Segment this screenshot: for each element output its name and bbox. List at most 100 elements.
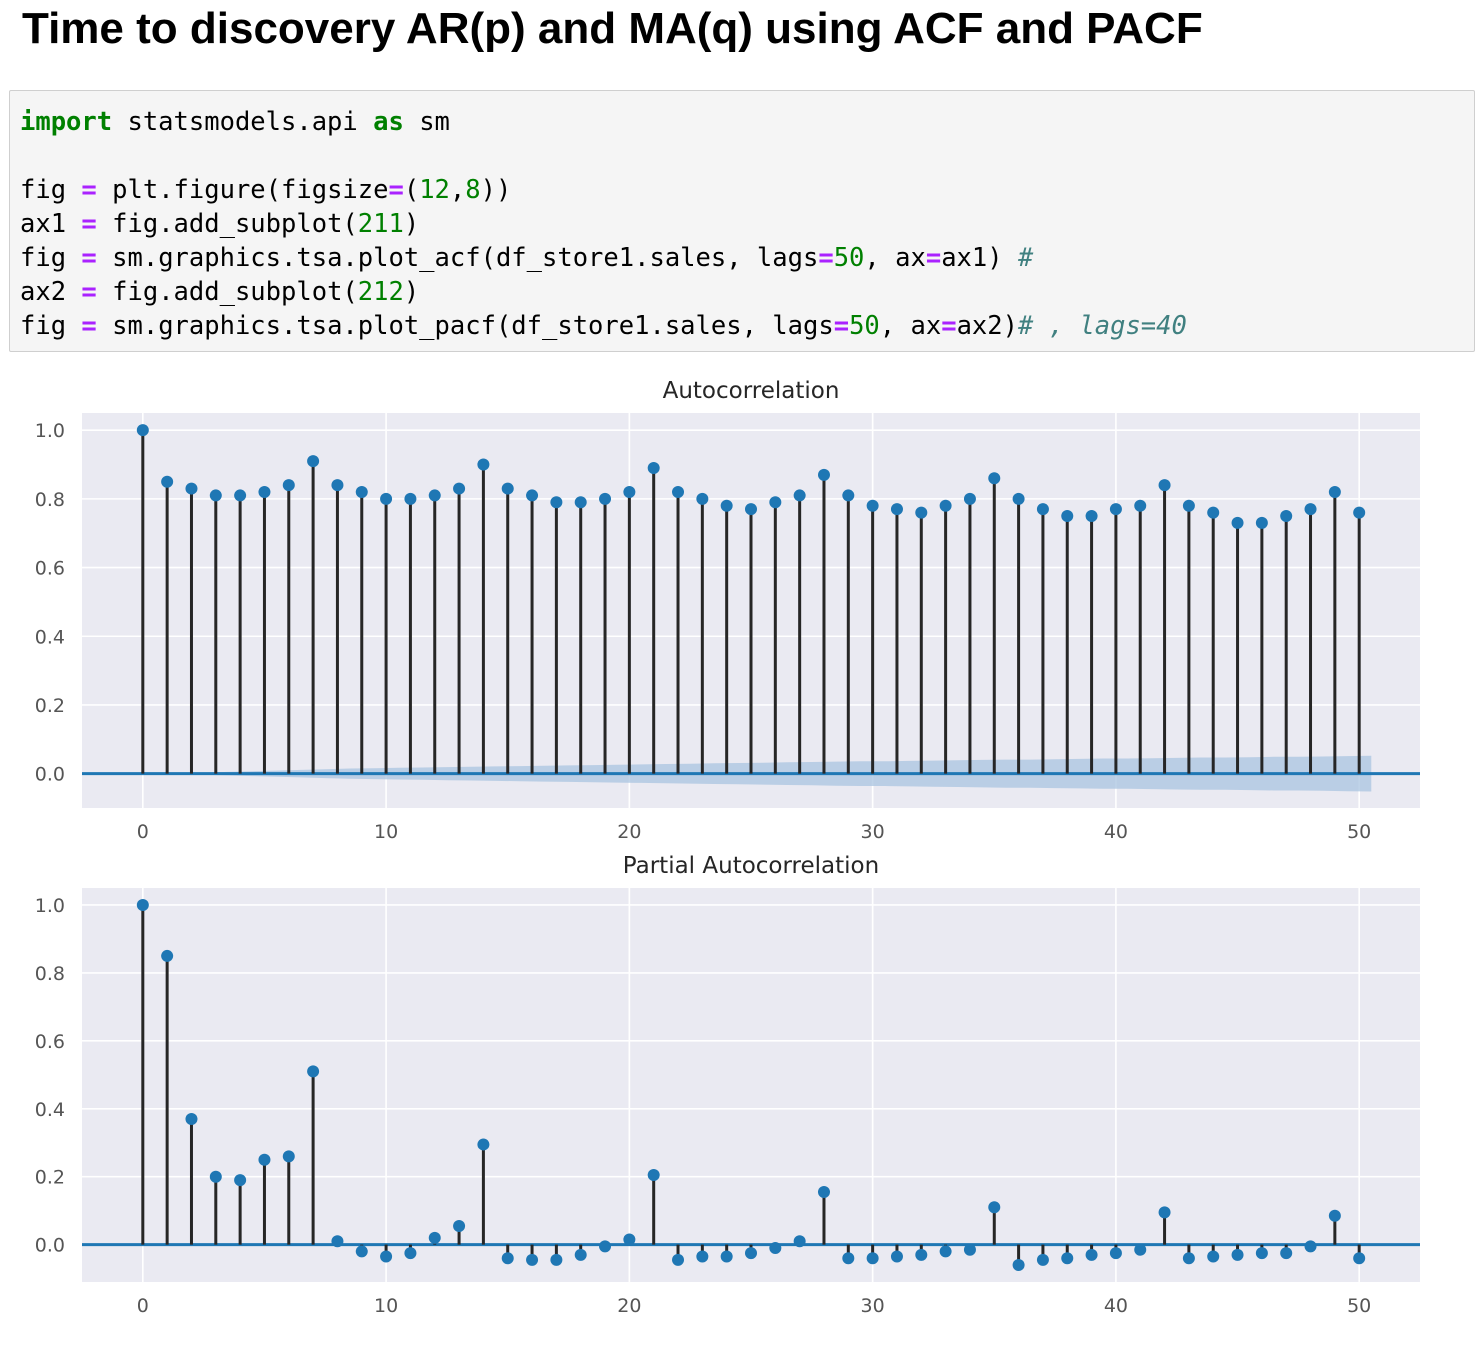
code-token: 50	[833, 243, 865, 273]
code-token: plt.figure(figsize	[96, 175, 389, 205]
stem-marker	[234, 1174, 247, 1187]
stem-marker	[282, 1150, 295, 1163]
stem-marker	[672, 486, 685, 498]
code-token: =	[833, 311, 850, 341]
stem-marker	[599, 492, 612, 505]
stem-marker	[939, 499, 952, 512]
x-tick-label: 40	[1104, 821, 1128, 840]
stem-marker	[1328, 1209, 1341, 1222]
stem-marker	[623, 1233, 636, 1246]
stem-marker	[1085, 510, 1098, 523]
stem-marker	[963, 1243, 976, 1256]
x-tick-label: 10	[374, 1295, 398, 1317]
code-line: fig = plt.figure(figsize=(12,8))	[20, 173, 1187, 207]
stem-marker	[793, 1235, 806, 1248]
stem-marker	[1061, 510, 1074, 523]
code-token: #	[1017, 243, 1034, 273]
stem-marker	[793, 489, 806, 502]
stem-marker	[1353, 506, 1366, 519]
stem-marker	[1134, 499, 1147, 512]
code-token: 211	[357, 209, 404, 239]
code-token: fig	[20, 175, 82, 205]
stem-marker	[477, 458, 490, 471]
code-token: =	[81, 277, 97, 307]
code-token: ax1	[20, 209, 82, 239]
stem-marker	[1012, 492, 1025, 505]
stem-marker	[1231, 1248, 1244, 1261]
code-line	[20, 139, 1187, 173]
stem-marker	[501, 482, 514, 495]
stem-marker	[842, 489, 855, 502]
stem-marker	[209, 1170, 222, 1183]
y-tick-label: 1.0	[35, 420, 65, 442]
stem-marker	[696, 492, 709, 505]
stem-marker	[282, 479, 295, 492]
stem-marker	[380, 492, 393, 505]
code-token: statsmodels.api	[112, 107, 374, 137]
y-tick-label: 0.8	[35, 963, 65, 985]
code-token: fig.add_subplot(	[96, 209, 358, 239]
stem-marker	[185, 1112, 198, 1125]
y-tick-label: 0.0	[35, 1235, 65, 1257]
code-token: 50	[849, 311, 880, 341]
stem-marker	[1255, 516, 1268, 529]
y-tick-label: 0.6	[35, 558, 65, 580]
stem-marker	[331, 1235, 344, 1248]
stem-marker	[428, 489, 441, 502]
code-cell[interactable]: import statsmodels.api as sm fig = plt.fi…	[9, 90, 1475, 352]
stem-marker	[404, 492, 417, 505]
code-token: ax1)	[941, 243, 1018, 273]
stem-marker	[1036, 1253, 1049, 1266]
y-tick-label: 0.2	[35, 1167, 65, 1189]
stem-marker	[1255, 1247, 1268, 1260]
stem-marker	[380, 1250, 393, 1263]
stem-marker	[672, 1253, 685, 1266]
stem-marker	[1207, 506, 1220, 519]
stem-marker	[817, 468, 830, 481]
code-line: ax1 = fig.add_subplot(211)	[20, 207, 1187, 241]
stem-marker	[1304, 1240, 1317, 1253]
code-token: import	[20, 107, 113, 137]
stem-marker	[1109, 503, 1122, 516]
stem-marker	[307, 1065, 320, 1078]
stem-marker	[817, 1185, 830, 1198]
stem-marker	[1280, 510, 1293, 523]
stem-marker	[1061, 1252, 1074, 1265]
x-tick-label: 10	[374, 821, 398, 840]
y-tick-label: 0.2	[35, 695, 65, 717]
chart-title: Partial Autocorrelation	[623, 853, 879, 879]
code-token: # , lags=40	[1017, 311, 1187, 341]
stem-marker	[1231, 516, 1244, 529]
code-line: fig = sm.graphics.tsa.plot_pacf(df_store…	[20, 309, 1187, 343]
stem-marker	[963, 492, 976, 505]
stem-marker	[769, 496, 782, 509]
x-tick-label: 50	[1347, 821, 1371, 840]
x-tick-label: 0	[137, 821, 149, 840]
stem-marker	[526, 489, 539, 502]
stem-marker	[842, 1252, 855, 1265]
code-token: )	[403, 277, 420, 307]
stem-marker	[428, 1231, 441, 1244]
stem-marker	[355, 1245, 368, 1258]
code-token: =	[81, 209, 97, 239]
stem-marker	[647, 461, 660, 474]
stem-marker	[307, 455, 320, 468]
code-token: =	[388, 175, 404, 205]
stem-marker	[599, 1240, 612, 1253]
stem-marker	[745, 1247, 757, 1260]
stem-marker	[136, 424, 149, 437]
stem-marker	[453, 1219, 466, 1232]
stem-marker	[1158, 1206, 1171, 1219]
x-tick-label: 20	[617, 821, 641, 840]
acf-chart: Autocorrelation 0 10 20 30 40 50 0.0 0.2 0.4 0.6 0.…	[35, 378, 1420, 840]
code-token: =	[81, 175, 97, 205]
code-block: import statsmodels.api as sm fig = plt.fi…	[20, 105, 1187, 343]
stem-marker	[1353, 1252, 1366, 1265]
page-title: Time to discovery AR(p) and MA(q) using …	[22, 4, 1203, 53]
stem-marker	[647, 1169, 660, 1182]
code-token: ax2	[20, 277, 82, 307]
code-token: sm.graphics.tsa.plot_acf(df_store1.sales…	[96, 243, 819, 273]
stem-marker	[209, 489, 222, 502]
stem-marker	[574, 1248, 587, 1261]
y-tick-label: 0.0	[35, 764, 65, 786]
